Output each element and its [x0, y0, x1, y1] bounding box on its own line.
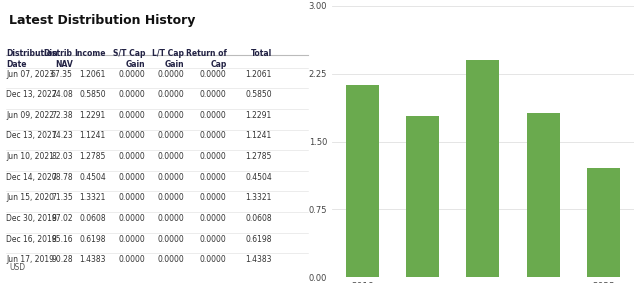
Text: 0.0000: 0.0000: [200, 255, 227, 264]
Text: Dec 16, 2019: Dec 16, 2019: [6, 235, 57, 244]
Text: 90.28: 90.28: [51, 255, 73, 264]
Text: 0.0000: 0.0000: [200, 214, 227, 223]
Text: 0.0000: 0.0000: [157, 235, 184, 244]
Text: 74.23: 74.23: [51, 131, 73, 140]
Text: 0.0000: 0.0000: [200, 70, 227, 78]
Text: 0.0000: 0.0000: [157, 255, 184, 264]
Text: Total: Total: [250, 49, 272, 58]
Text: 1.2061: 1.2061: [79, 70, 106, 78]
Text: Jun 09, 2022: Jun 09, 2022: [6, 111, 54, 120]
Text: 72.38: 72.38: [51, 111, 73, 120]
Text: 0.0000: 0.0000: [200, 152, 227, 161]
Bar: [527, 113, 559, 277]
Text: USD: USD: [10, 263, 26, 272]
Text: Distribution
Date: Distribution Date: [6, 49, 58, 68]
Text: 0.0000: 0.0000: [200, 173, 227, 182]
Text: 1.4383: 1.4383: [245, 255, 272, 264]
Text: 0.0000: 0.0000: [157, 131, 184, 140]
Text: 74.08: 74.08: [51, 90, 73, 99]
Text: Dec 13, 2021: Dec 13, 2021: [6, 131, 57, 140]
Bar: [406, 116, 439, 277]
Text: 0.0000: 0.0000: [200, 90, 227, 99]
Text: 1.2785: 1.2785: [245, 152, 272, 161]
Text: Jun 10, 2021: Jun 10, 2021: [6, 152, 54, 161]
Text: 1.3321: 1.3321: [79, 193, 106, 202]
Text: 0.0000: 0.0000: [157, 70, 184, 78]
Text: 1.3321: 1.3321: [245, 193, 272, 202]
Text: 0.0000: 0.0000: [118, 173, 145, 182]
Text: 1.1241: 1.1241: [79, 131, 106, 140]
Text: 0.0000: 0.0000: [118, 111, 145, 120]
Text: 0.6198: 0.6198: [79, 235, 106, 244]
Text: 0.0000: 0.0000: [118, 255, 145, 264]
Bar: [467, 60, 499, 277]
Text: 0.4504: 0.4504: [79, 173, 106, 182]
Text: 0.0000: 0.0000: [157, 193, 184, 202]
Text: 0.0000: 0.0000: [157, 173, 184, 182]
Text: 0.0000: 0.0000: [200, 111, 227, 120]
Text: 0.0000: 0.0000: [118, 235, 145, 244]
Text: Return of
Cap: Return of Cap: [186, 49, 227, 68]
Text: 0.0000: 0.0000: [200, 235, 227, 244]
Text: 0.5850: 0.5850: [79, 90, 106, 99]
Text: Latest Distribution History: Latest Distribution History: [10, 14, 196, 27]
Text: Jun 07, 2023: Jun 07, 2023: [6, 70, 54, 78]
Text: 0.0000: 0.0000: [118, 193, 145, 202]
Text: 1.2785: 1.2785: [79, 152, 106, 161]
Text: 0.0000: 0.0000: [157, 152, 184, 161]
Text: 0.0000: 0.0000: [118, 214, 145, 223]
Text: 0.0000: 0.0000: [118, 152, 145, 161]
Text: 0.6198: 0.6198: [245, 235, 272, 244]
Text: 0.0608: 0.0608: [245, 214, 272, 223]
Text: 1.2291: 1.2291: [79, 111, 106, 120]
Text: 0.0000: 0.0000: [118, 70, 145, 78]
Text: 0.0608: 0.0608: [79, 214, 106, 223]
Text: Distrib
NAV: Distrib NAV: [44, 49, 73, 68]
Text: L/T Cap
Gain: L/T Cap Gain: [152, 49, 184, 68]
Text: 0.0000: 0.0000: [200, 131, 227, 140]
Text: S/T Cap
Gain: S/T Cap Gain: [113, 49, 145, 68]
Text: 85.16: 85.16: [51, 235, 73, 244]
Text: 0.5850: 0.5850: [245, 90, 272, 99]
Bar: [346, 85, 379, 277]
Text: 0.0000: 0.0000: [118, 90, 145, 99]
Text: 0.0000: 0.0000: [118, 131, 145, 140]
Text: 78.78: 78.78: [51, 173, 73, 182]
Text: 0.0000: 0.0000: [157, 90, 184, 99]
Text: Jun 17, 2019: Jun 17, 2019: [6, 255, 54, 264]
Text: 67.35: 67.35: [51, 70, 73, 78]
Text: 0.0000: 0.0000: [157, 214, 184, 223]
Text: 0.0000: 0.0000: [157, 111, 184, 120]
Text: 71.35: 71.35: [51, 193, 73, 202]
Text: 82.03: 82.03: [51, 152, 73, 161]
Text: 0.4504: 0.4504: [245, 173, 272, 182]
Text: Dec 13, 2022: Dec 13, 2022: [6, 90, 57, 99]
Bar: [587, 168, 620, 277]
Text: 1.2061: 1.2061: [245, 70, 272, 78]
Text: Dec 30, 2019: Dec 30, 2019: [6, 214, 57, 223]
Text: 1.1241: 1.1241: [246, 131, 272, 140]
Text: Income: Income: [74, 49, 106, 58]
Text: 1.2291: 1.2291: [246, 111, 272, 120]
Text: 87.02: 87.02: [51, 214, 73, 223]
Text: USD: USD: [332, 0, 348, 1]
Text: 0.0000: 0.0000: [200, 193, 227, 202]
Text: Jun 15, 2020: Jun 15, 2020: [6, 193, 54, 202]
Text: Dec 14, 2020: Dec 14, 2020: [6, 173, 57, 182]
Text: 1.4383: 1.4383: [79, 255, 106, 264]
